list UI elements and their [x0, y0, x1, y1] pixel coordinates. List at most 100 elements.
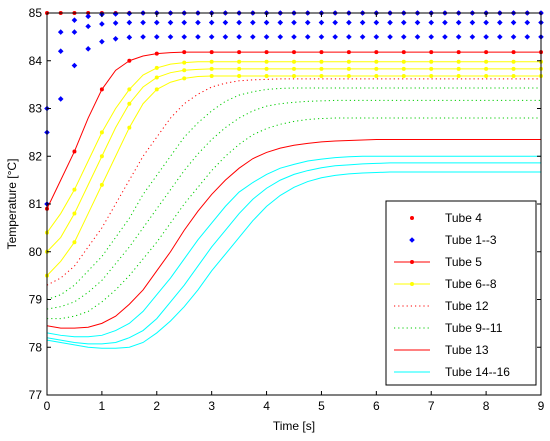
series-7-point — [127, 101, 132, 106]
series-3-point — [400, 19, 407, 26]
series-3-point — [304, 19, 311, 26]
series-10-line — [46, 87, 541, 300]
series-3-point — [181, 19, 188, 26]
series-3-point — [387, 19, 393, 26]
series-14 — [46, 155, 541, 338]
series-4-point — [140, 34, 146, 40]
y-tick-label: 81 — [29, 197, 43, 211]
series-3-point — [208, 19, 215, 26]
series-3-point — [497, 19, 503, 26]
series-8-point — [182, 76, 187, 81]
series-6-point — [456, 59, 461, 64]
series-3 — [44, 19, 544, 136]
series-8-point — [319, 74, 324, 79]
legend-entry: Tube 5 — [394, 255, 482, 269]
legend-label: Tube 5 — [445, 255, 482, 269]
series-6-point — [484, 59, 489, 64]
ticks-layer — [46, 12, 542, 396]
series-7-point — [264, 66, 269, 71]
x-tick-label: 0 — [44, 399, 51, 413]
series-13-line — [46, 139, 541, 329]
series-4-point — [112, 35, 119, 42]
series-5-point — [99, 87, 104, 92]
series-6-point — [154, 65, 159, 70]
series-4-point — [387, 34, 393, 40]
series-5-point — [319, 50, 324, 55]
series-3-point — [291, 19, 297, 26]
series-5-point — [154, 51, 159, 56]
legend-label: Tube 9--11 — [445, 321, 503, 335]
series-6-point — [209, 59, 214, 64]
series-3-point — [112, 20, 119, 26]
legend-entry: Tube 9--11 — [394, 321, 503, 335]
legend-label: Tube 13 — [445, 343, 489, 357]
series-8 — [45, 74, 543, 278]
series-9 — [46, 78, 541, 286]
series-4-point — [153, 34, 160, 40]
series-8-point — [429, 74, 434, 79]
x-tick-label: 9 — [538, 399, 545, 413]
series-3-point — [483, 19, 489, 26]
series-3-point — [153, 19, 160, 26]
series-6-point — [374, 59, 379, 64]
series-5-point — [401, 50, 406, 55]
series-6-point — [237, 59, 242, 64]
series-8-point — [72, 240, 77, 245]
series-10 — [46, 87, 541, 300]
y-tick-labels: 77 78 79 80 81 82 83 84 85 — [29, 6, 43, 402]
series-3-point — [236, 19, 242, 26]
x-tick-label: 1 — [99, 399, 106, 413]
y-tick-label: 79 — [29, 293, 43, 307]
legend-label: Tube 4 — [445, 211, 482, 225]
series-4-point — [263, 34, 270, 40]
series-7-point — [99, 154, 104, 159]
series-3-point — [140, 19, 146, 26]
series-3-point — [71, 29, 78, 35]
x-axis-title: Time [s] — [273, 419, 315, 433]
series-3-point — [250, 19, 256, 26]
series-8-point — [237, 74, 242, 79]
series-5-point — [182, 50, 187, 55]
series-5-point — [292, 50, 296, 55]
series-layer — [44, 10, 544, 349]
series-7-point — [209, 66, 214, 71]
series-15-line — [46, 162, 541, 345]
x-tick-label: 6 — [373, 399, 380, 413]
series-7-point — [346, 66, 351, 71]
series-4-point — [442, 34, 448, 40]
series-4-point — [318, 34, 325, 40]
series-4-point — [167, 34, 174, 40]
series-16-line — [46, 171, 541, 349]
series-8-point — [292, 74, 296, 79]
series-4-point — [373, 34, 380, 40]
y-axis-title: Temperature [°C] — [5, 159, 19, 250]
series-4-point — [524, 34, 531, 40]
series-7-point — [292, 66, 296, 71]
series-3-point — [414, 19, 421, 26]
legend-entries: Tube 4 Tube 1--3 Tube 5 Tube 6--8 Tube 12 Tub… — [394, 211, 510, 379]
series-8-point — [346, 74, 351, 79]
series-7-point — [484, 66, 489, 71]
series-6 — [45, 59, 543, 235]
series-9-line — [46, 78, 541, 286]
series-8-point — [401, 74, 406, 79]
series-7-point — [511, 66, 516, 71]
series-4-point — [497, 34, 503, 40]
series-4-point — [469, 34, 476, 40]
legend-label: Tube 14--16 — [445, 365, 510, 379]
series-3-point — [346, 19, 352, 26]
x-tick-label: 4 — [263, 399, 270, 413]
legend-entry: Tube 14--16 — [394, 365, 510, 379]
legend-entry: Tube 12 — [394, 299, 489, 313]
series-14-line — [46, 155, 541, 338]
series-12-line — [47, 117, 541, 320]
series-3-point — [359, 19, 366, 26]
series-3-point — [277, 19, 284, 26]
series-8-point — [484, 74, 489, 79]
series-8-point — [511, 74, 516, 79]
y-tick-label: 80 — [29, 245, 43, 259]
x-tick-label: 7 — [428, 399, 435, 413]
series-3-point — [57, 48, 64, 54]
series-4-point — [57, 96, 64, 102]
